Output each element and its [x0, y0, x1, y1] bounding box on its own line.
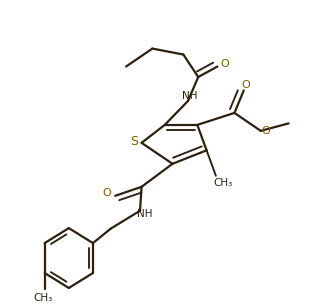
Text: NH: NH	[182, 91, 197, 101]
Text: O: O	[242, 80, 251, 90]
Text: NH: NH	[137, 209, 152, 219]
Text: O: O	[221, 59, 230, 69]
Text: O: O	[261, 126, 270, 136]
Text: CH₃: CH₃	[213, 178, 232, 188]
Text: CH₃: CH₃	[34, 293, 53, 303]
Text: O: O	[102, 188, 111, 199]
Text: S: S	[130, 136, 138, 148]
